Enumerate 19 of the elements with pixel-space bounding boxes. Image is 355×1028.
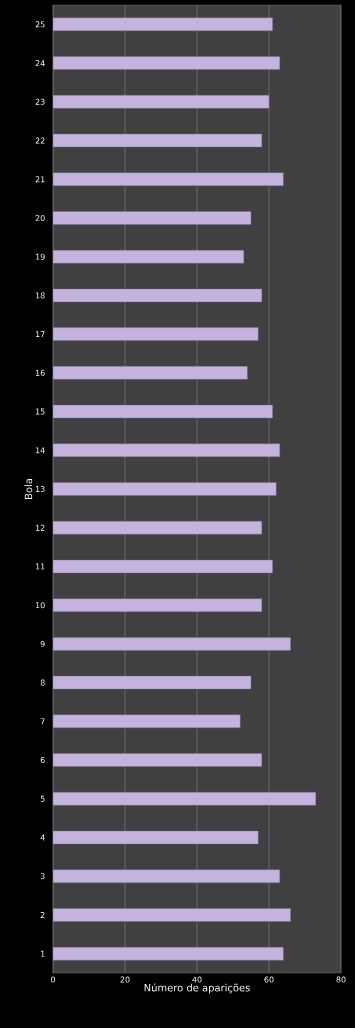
bar bbox=[53, 443, 280, 457]
bar bbox=[53, 172, 284, 186]
bar bbox=[53, 869, 280, 883]
bar bbox=[53, 753, 262, 767]
bar bbox=[53, 908, 291, 922]
bar bbox=[53, 366, 248, 380]
bar bbox=[53, 211, 252, 225]
bar bbox=[53, 714, 241, 729]
bar bbox=[53, 56, 280, 70]
y-axis-title: Bola bbox=[24, 479, 33, 499]
x-axis-title: Número de aparições bbox=[144, 983, 250, 994]
bar bbox=[53, 598, 262, 612]
bar bbox=[53, 792, 316, 806]
bar bbox=[53, 482, 277, 496]
bar bbox=[53, 521, 262, 535]
bar bbox=[53, 95, 270, 109]
bar bbox=[53, 249, 244, 264]
bar bbox=[53, 327, 259, 341]
bar bbox=[53, 637, 291, 651]
